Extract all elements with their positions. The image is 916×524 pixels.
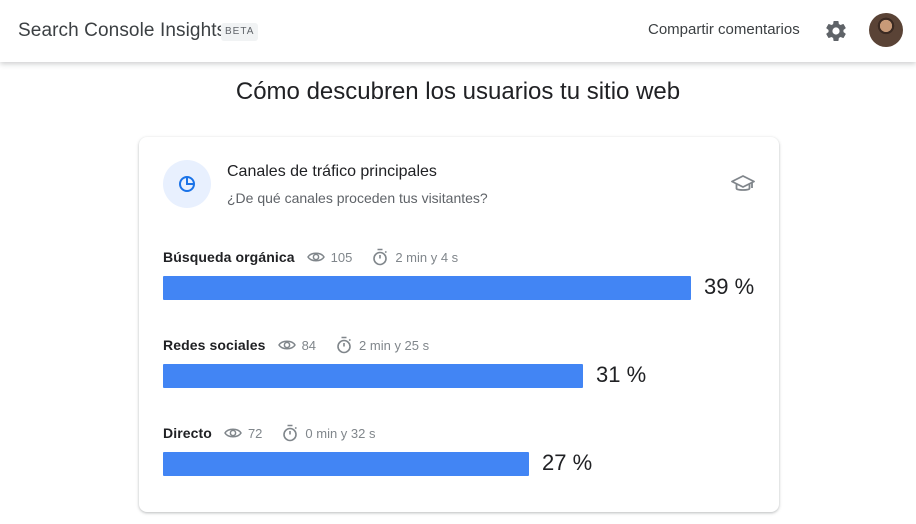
share-bar: [163, 276, 691, 300]
channel-meta: Búsqueda orgánica 105 2 min y 4 s: [163, 247, 458, 267]
channel-name: Búsqueda orgánica: [163, 249, 295, 265]
timer-icon: [373, 248, 388, 266]
share-percent: 27 %: [542, 450, 593, 475]
channel-name: Directo: [163, 425, 212, 441]
beta-badge: BETA: [221, 23, 259, 41]
share-bar-track: [163, 276, 763, 300]
eye-icon: [277, 340, 296, 350]
share-feedback-link[interactable]: Compartir comentarios: [648, 21, 800, 38]
app-title[interactable]: Search Console Insights: [18, 20, 227, 41]
share-bar: [163, 452, 529, 476]
view-count: 84: [301, 337, 317, 353]
timer-icon: [283, 424, 298, 442]
view-count: 105: [330, 249, 353, 265]
channel-row: Redes sociales 84 2 min y 25 s 31 %: [163, 335, 763, 395]
share-bar: [163, 364, 583, 388]
graduation-cap-icon[interactable]: [731, 173, 755, 195]
view-count: 72: [247, 425, 263, 441]
share-percent: 31 %: [596, 362, 647, 387]
gear-icon[interactable]: [824, 19, 848, 43]
timer-icon: [337, 336, 352, 354]
avg-duration: 2 min y 25 s: [359, 337, 430, 353]
card-icon-container: [163, 160, 211, 208]
pie-chart-icon: [179, 176, 195, 192]
top-app-bar: Search Console Insights BETA Compartir c…: [0, 0, 916, 62]
channel-row: Directo 72 0 min y 32 s 27 %: [163, 423, 763, 483]
traffic-channels-card: Canales de tráfico principales ¿De qué c…: [139, 137, 779, 512]
card-title: Canales de tráfico principales: [227, 163, 437, 180]
eye-icon: [224, 428, 242, 438]
eye-icon: [306, 252, 325, 262]
card-subtitle: ¿De qué canales proceden tus visitantes?: [227, 190, 488, 206]
channel-name: Redes sociales: [163, 337, 266, 353]
avg-duration: 0 min y 32 s: [305, 425, 376, 441]
share-bar-track: [163, 364, 763, 388]
avg-duration: 2 min y 4 s: [395, 249, 459, 265]
share-bar-track: [163, 452, 763, 476]
channel-meta: Redes sociales 84 2 min y 25 s: [163, 335, 429, 355]
channel-row: Búsqueda orgánica 105 2 min y 4 s 39 %: [163, 247, 763, 307]
user-avatar[interactable]: [869, 13, 903, 47]
share-percent: 39 %: [704, 274, 755, 299]
page-heading: Cómo descubren los usuarios tu sitio web: [235, 78, 681, 105]
channel-meta: Directo 72 0 min y 32 s: [163, 423, 376, 443]
